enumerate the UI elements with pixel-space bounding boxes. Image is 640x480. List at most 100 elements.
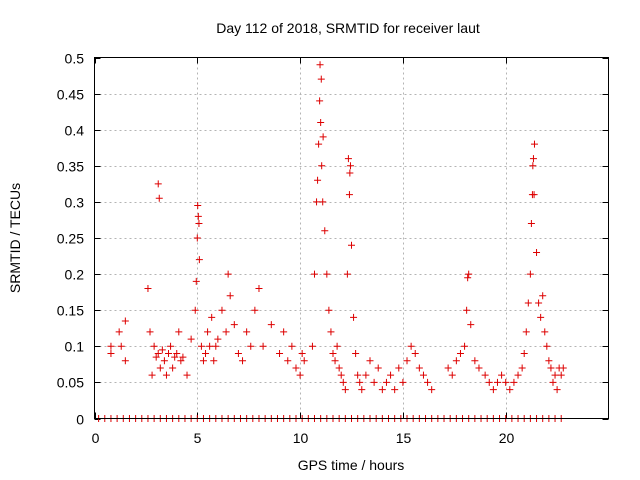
data-point: [514, 371, 522, 379]
data-point: [354, 371, 362, 379]
data-point: [300, 357, 308, 365]
data-point: [543, 342, 551, 350]
data-point: [352, 350, 360, 358]
data-point: [195, 256, 203, 264]
data-point: [319, 198, 327, 206]
data-point: [378, 386, 386, 394]
data-point: [314, 176, 322, 184]
data-point: [191, 306, 199, 314]
data-point: [346, 169, 354, 177]
data-point: [465, 270, 473, 278]
data-point: [158, 346, 166, 354]
data-point: [208, 313, 216, 321]
x-tick-label: 15: [396, 430, 412, 446]
data-point: [341, 386, 349, 394]
data-point: [313, 198, 321, 206]
data-point: [197, 342, 205, 350]
data-point: [343, 270, 351, 278]
data-point: [346, 162, 354, 170]
data-point: [162, 371, 170, 379]
grid-lines: [94, 57, 609, 419]
data-point: [527, 220, 535, 228]
series-srmtid: [107, 61, 567, 394]
data-point: [214, 335, 222, 343]
data-point: [308, 342, 316, 350]
data-point: [463, 306, 471, 314]
data-point: [179, 353, 187, 361]
data-point: [222, 328, 230, 336]
y-tick-label: 0.4: [65, 123, 85, 139]
data-point: [316, 61, 324, 69]
y-tick-label: 0.25: [57, 231, 84, 247]
y-axis-label: SRMTID / TECUs: [7, 183, 23, 293]
y-tick-label: 0: [76, 412, 84, 428]
data-point: [154, 180, 162, 188]
data-point: [530, 191, 538, 199]
y-tick-label: 0.05: [57, 375, 84, 391]
x-tick-label: 20: [499, 430, 515, 446]
data-point: [230, 321, 238, 329]
data-point: [539, 292, 547, 300]
data-point: [557, 371, 565, 379]
data-point: [493, 378, 501, 386]
data-point: [456, 350, 464, 358]
data-point: [551, 371, 559, 379]
data-point: [212, 342, 220, 350]
data-point: [154, 350, 162, 358]
data-points: [95, 61, 567, 422]
data-point: [530, 140, 538, 148]
data-point: [194, 202, 202, 210]
data-point: [345, 191, 353, 199]
data-point: [337, 371, 345, 379]
data-point: [535, 299, 543, 307]
data-point: [382, 378, 390, 386]
data-point: [288, 342, 296, 350]
data-point: [537, 313, 545, 321]
data-point: [395, 364, 403, 372]
data-point: [155, 194, 163, 202]
y-tick-label: 0.45: [57, 87, 84, 103]
data-point: [226, 292, 234, 300]
data-point: [156, 364, 164, 372]
x-tick-label: 0: [92, 430, 100, 446]
data-point: [165, 350, 173, 358]
data-point: [399, 378, 407, 386]
data-point: [177, 357, 185, 365]
x-axis-label: GPS time / hours: [298, 457, 405, 473]
data-point: [411, 350, 419, 358]
data-point: [280, 328, 288, 336]
data-point: [224, 270, 232, 278]
data-point: [316, 97, 324, 105]
data-point: [559, 364, 567, 372]
data-point: [107, 342, 115, 350]
data-point: [173, 350, 181, 358]
data-point: [428, 386, 436, 394]
data-point: [323, 270, 331, 278]
data-point: [529, 162, 537, 170]
data-point: [444, 364, 452, 372]
data-point: [195, 220, 203, 228]
data-point: [317, 75, 325, 83]
data-point: [199, 357, 207, 365]
data-point: [335, 364, 343, 372]
data-point: [317, 118, 325, 126]
data-point: [549, 378, 557, 386]
y-tick-label: 0.1: [65, 339, 85, 355]
data-point: [419, 371, 427, 379]
chart-title: Day 112 of 2018, SRMTID for receiver lau…: [216, 20, 480, 36]
data-point: [522, 328, 530, 336]
data-point: [452, 357, 460, 365]
axis-ticks: 0 0.05 0.1 0.15 0.2 0.25 0.3 0.35 0.4 0.45 0.5 0 5 10…: [57, 51, 609, 446]
data-point: [239, 357, 247, 365]
data-point: [193, 234, 201, 242]
data-point: [403, 357, 411, 365]
data-point: [276, 350, 284, 358]
data-point: [146, 328, 154, 336]
data-point: [267, 321, 275, 329]
data-point: [461, 342, 469, 350]
data-point: [529, 155, 537, 163]
data-point: [485, 378, 493, 386]
data-point: [175, 328, 183, 336]
data-point: [298, 350, 306, 358]
data-point: [169, 364, 177, 372]
